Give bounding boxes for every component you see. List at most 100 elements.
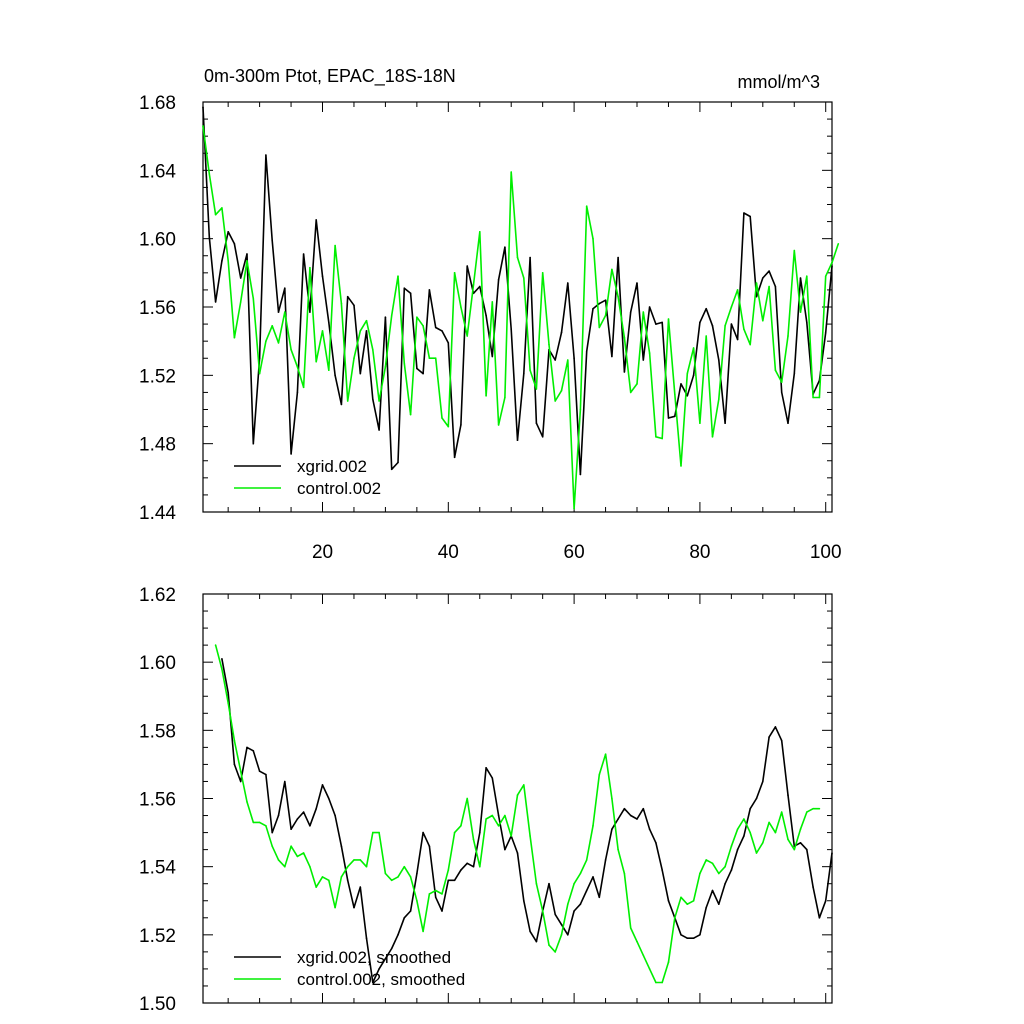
data-point xyxy=(636,383,638,385)
series-points-0 xyxy=(221,658,833,984)
data-point xyxy=(328,321,330,324)
data-point xyxy=(529,930,531,933)
data-point xyxy=(290,348,292,351)
data-point xyxy=(611,797,613,800)
data-point xyxy=(271,239,274,242)
data-point xyxy=(793,372,796,375)
data-point xyxy=(799,842,802,844)
data-point xyxy=(692,347,695,349)
data-point xyxy=(592,825,594,827)
data-point xyxy=(214,213,217,216)
data-point xyxy=(674,393,676,395)
data-point xyxy=(315,219,318,221)
data-point xyxy=(523,900,525,902)
data-point xyxy=(585,889,588,892)
data-point xyxy=(321,275,324,278)
data-point xyxy=(265,154,267,156)
data-point xyxy=(221,260,223,262)
data-point xyxy=(573,882,575,885)
data-point xyxy=(743,212,745,214)
data-point xyxy=(762,842,764,844)
data-point xyxy=(554,400,556,402)
data-point xyxy=(365,865,368,868)
data-point xyxy=(504,848,506,851)
data-point xyxy=(390,947,393,950)
y-tick-label: 1.68 xyxy=(139,93,176,114)
data-point xyxy=(271,845,274,847)
data-point xyxy=(579,473,582,476)
data-point xyxy=(384,366,387,368)
data-point xyxy=(541,910,544,912)
data-point xyxy=(202,125,204,127)
data-point xyxy=(567,282,569,284)
y-tick-label: 1.56 xyxy=(139,790,176,811)
data-point xyxy=(724,865,726,868)
data-point xyxy=(378,968,380,970)
x-tick-label: 20 xyxy=(312,542,333,563)
data-point xyxy=(497,278,500,281)
data-point xyxy=(642,807,645,810)
data-point xyxy=(579,903,582,905)
data-point xyxy=(472,865,475,868)
data-point xyxy=(680,383,682,385)
data-point xyxy=(787,838,789,841)
data-point xyxy=(749,831,751,834)
data-point xyxy=(711,436,714,438)
data-point xyxy=(787,422,789,425)
data-point xyxy=(239,770,242,772)
data-point xyxy=(705,906,707,909)
data-point xyxy=(334,244,336,247)
data-point xyxy=(453,879,456,882)
data-point xyxy=(384,957,387,960)
data-point xyxy=(340,876,343,878)
data-point xyxy=(485,818,487,820)
data-point xyxy=(560,934,563,936)
data-point xyxy=(611,828,613,830)
data-point xyxy=(560,331,563,334)
data-point xyxy=(315,886,318,888)
data-point xyxy=(258,357,261,360)
data-point xyxy=(510,835,512,837)
y-tick-label: 1.64 xyxy=(139,161,176,182)
data-point xyxy=(818,396,821,399)
data-point xyxy=(762,319,764,322)
data-point xyxy=(390,879,393,882)
data-point xyxy=(441,330,443,332)
data-point xyxy=(799,311,802,313)
data-point xyxy=(409,910,412,912)
data-point xyxy=(353,859,355,861)
data-point xyxy=(529,835,531,837)
data-point xyxy=(340,845,343,847)
data-point xyxy=(806,321,808,324)
data-point xyxy=(340,403,343,406)
data-point xyxy=(271,831,274,834)
data-point xyxy=(749,343,751,346)
data-point xyxy=(277,814,280,817)
data-point xyxy=(718,359,720,361)
data-point xyxy=(705,307,707,310)
data-point xyxy=(403,865,406,868)
data-point xyxy=(416,872,418,875)
data-point xyxy=(579,408,582,411)
data-point xyxy=(642,359,645,361)
data-point xyxy=(353,906,355,909)
data-point xyxy=(780,811,783,813)
data-point xyxy=(479,831,481,834)
data-point xyxy=(667,318,670,320)
data-point xyxy=(768,736,770,738)
data-point xyxy=(403,917,406,919)
data-point xyxy=(214,301,217,303)
data-point xyxy=(258,372,261,375)
data-point xyxy=(730,306,733,308)
data-point xyxy=(239,277,242,279)
data-point xyxy=(592,307,594,310)
legend-label-1: control.002 xyxy=(297,479,381,498)
data-point xyxy=(617,295,619,298)
data-point xyxy=(718,398,720,401)
data-point xyxy=(592,876,594,878)
data-point xyxy=(674,917,676,919)
data-point xyxy=(824,900,827,902)
data-point xyxy=(428,893,431,895)
data-point xyxy=(365,937,368,939)
data-point xyxy=(346,400,349,402)
